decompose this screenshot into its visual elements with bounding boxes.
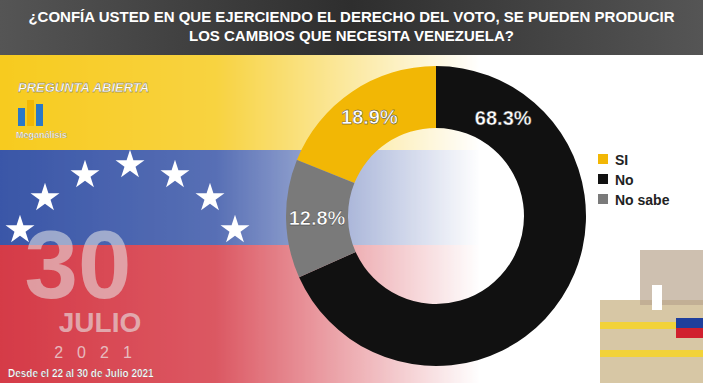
donut-slice xyxy=(297,66,436,183)
donut-slice xyxy=(286,160,356,277)
chart: ¿CONFÍA USTED EN QUE EJERCIENDO EL DEREC… xyxy=(0,0,703,383)
logo xyxy=(18,100,43,126)
date-month: JULIO xyxy=(59,307,141,338)
legend-swatch xyxy=(598,174,608,184)
legend-label: No sabe xyxy=(615,192,670,208)
donut xyxy=(286,66,586,366)
legend: SI No No sabe xyxy=(598,152,670,208)
legend-label: SI xyxy=(615,152,628,168)
legend-swatch xyxy=(598,194,608,204)
background-overlay xyxy=(0,55,703,383)
data-labels: 18.9% 68.3% 12.8% xyxy=(289,106,532,229)
title-bar xyxy=(0,0,703,55)
data-label: 68.3% xyxy=(475,107,532,129)
ballot-flag xyxy=(676,318,703,328)
logo-bar xyxy=(36,104,43,126)
legend-label: No xyxy=(615,172,634,188)
ballot-hand xyxy=(640,250,703,305)
subtitle-label: PREGUNTA ABIERTA xyxy=(18,80,149,95)
title: ¿CONFÍA USTED EN QUE EJERCIENDO EL DEREC… xyxy=(28,8,674,44)
date-day: 30 xyxy=(25,211,132,318)
logo-bar xyxy=(27,100,34,126)
date-range: Desde el 22 al 30 de Julio 2021 xyxy=(8,368,154,379)
data-label: 18.9% xyxy=(341,106,398,128)
plot-area xyxy=(286,66,586,366)
ballot-box xyxy=(600,300,703,383)
ballot-flag xyxy=(676,328,703,338)
ballot-tape xyxy=(600,350,703,357)
data-label: 12.8% xyxy=(289,207,346,229)
brand: Meganálisis xyxy=(16,130,67,140)
ballot-box-image xyxy=(600,250,703,383)
date-year: 2021 xyxy=(54,344,146,361)
logo-bar xyxy=(18,108,25,126)
legend-swatch xyxy=(598,154,608,164)
ballot-paper xyxy=(652,285,662,310)
